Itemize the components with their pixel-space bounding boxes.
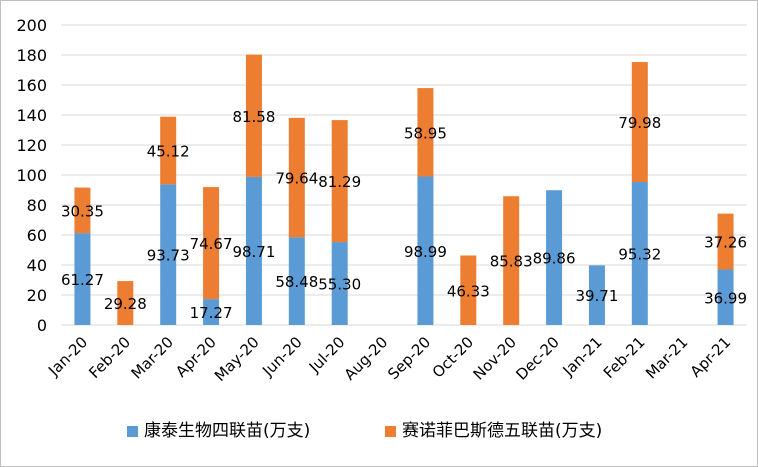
bar-segment [160,184,177,325]
bar-segment [503,196,520,325]
legend-swatch [127,426,138,437]
data-label: 37.26 [704,234,747,252]
data-label: 46.33 [447,282,490,300]
data-label: 36.99 [704,289,747,307]
y-tick-label: 160 [16,76,47,95]
y-tick-label: 80 [27,196,47,215]
y-axis-ticks: 0 20 40 60 80 100 120 140 160 180 200 [16,16,47,335]
data-label: 98.99 [404,243,447,261]
data-label: 17.27 [190,304,233,322]
bar-segment [245,176,262,325]
x-tick-label: May-20 [211,333,263,385]
bar-segment [331,242,348,325]
x-tick-label: Jan-20 [44,333,91,380]
bar-segment [160,116,177,185]
bar-segment [417,88,434,177]
bar-segment [331,120,348,243]
x-tick-label: Nov-20 [470,333,520,383]
data-label: 58.95 [404,124,447,142]
data-label: 95.32 [618,246,661,264]
bar-segment [74,187,91,234]
x-tick-label: Mar-20 [128,333,177,382]
x-tick-label: Feb-20 [85,333,134,382]
data-label: 55.30 [318,276,361,294]
bar-segment [417,176,434,325]
data-labels: 61.27 30.35 29.28 93.73 45.12 17.27 74.67 98.71… [61,108,747,322]
data-label: 30.35 [61,202,104,220]
bar-segment [245,54,262,177]
x-tick-label: Jun-20 [258,333,305,380]
data-label: 89.86 [533,250,576,268]
data-label: 39.71 [575,287,618,305]
y-tick-label: 200 [16,16,47,35]
legend: 康泰生物四联苗(万支) 赛诺菲巴斯德五联苗(万支) [127,420,602,441]
y-tick-label: 0 [37,316,47,335]
bar-segment [288,237,305,325]
bar-segment [631,62,648,183]
data-label: 74.67 [190,235,233,253]
y-tick-label: 180 [16,46,47,65]
bar-segment [717,213,734,270]
legend-swatch [385,426,396,437]
data-label: 79.64 [275,170,318,188]
bar-segment [588,265,605,325]
data-label: 29.28 [104,295,147,313]
y-tick-label: 120 [16,136,47,155]
bar-segment [74,233,91,325]
bar-segment [203,299,220,325]
data-label: 98.71 [232,243,275,261]
data-label: 81.58 [232,108,275,126]
bar-segment [717,269,734,325]
x-tick-label: Sep-20 [384,333,434,383]
bar-segment [203,187,220,300]
x-tick-label: Mar-21 [642,333,691,382]
bar-segment [460,255,477,325]
y-tick-label: 60 [27,226,47,245]
y-tick-label: 100 [16,166,47,185]
x-tick-label: Jan-21 [559,333,606,380]
data-label: 85.83 [490,253,533,271]
bars [74,54,734,325]
data-label: 81.29 [318,173,361,191]
x-tick-label: Feb-21 [600,333,649,382]
y-tick-label: 140 [16,106,47,125]
bar-segment [288,117,305,238]
legend-label: 康泰生物四联苗(万支) [144,421,310,441]
y-tick-label: 40 [27,256,47,275]
x-tick-label: Aug-20 [341,333,392,384]
x-tick-label: Oct-20 [429,333,477,381]
data-label: 79.98 [618,114,661,132]
x-tick-label: Apr-21 [687,333,735,381]
data-label: 93.73 [147,247,190,265]
data-label: 61.27 [61,271,104,289]
legend-label: 赛诺菲巴斯德五联苗(万支) [402,420,602,441]
x-tick-label: Dec-20 [512,333,563,384]
bar-segment [546,190,563,325]
bar-segment [631,182,648,325]
bar-segment [117,281,134,325]
y-tick-label: 20 [27,286,47,305]
data-label: 58.48 [275,273,318,291]
data-label: 45.12 [147,143,190,161]
